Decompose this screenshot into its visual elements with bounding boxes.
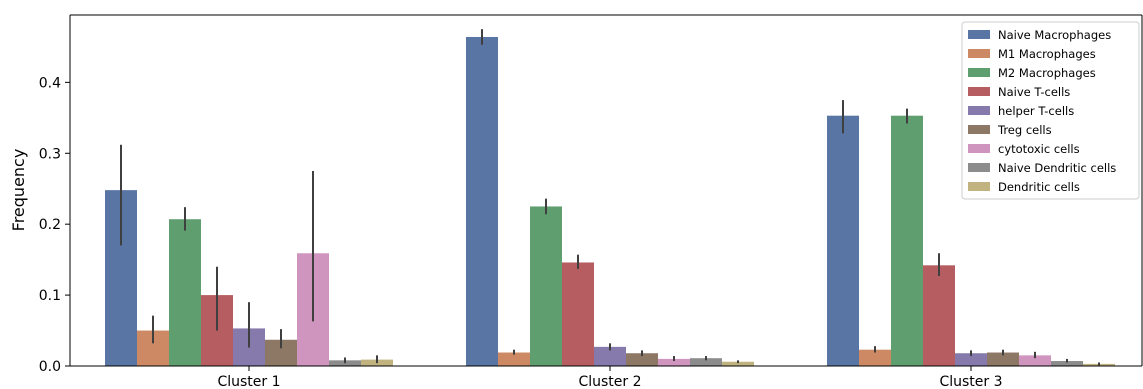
legend-label: Naive T-cells <box>998 85 1070 99</box>
legend-label: Treg cells <box>997 123 1052 137</box>
legend-swatch <box>968 182 990 191</box>
legend-label: cytotoxic cells <box>998 142 1080 156</box>
y-tick-label: 0.4 <box>39 75 61 91</box>
bar <box>530 206 562 366</box>
x-tick-label: Cluster 1 <box>217 374 280 389</box>
legend-label: Dendritic cells <box>998 180 1080 194</box>
bar <box>466 36 498 367</box>
legend-box <box>961 21 1140 200</box>
bar <box>498 352 530 366</box>
bar <box>827 115 859 366</box>
x-ticks: Cluster 1 Cluster 2 Cluster 3 <box>217 366 1003 389</box>
y-tick-label: 0.0 <box>39 359 61 375</box>
y-ticks: 0.0 0.1 0.2 0.3 0.4 <box>39 75 70 375</box>
bar <box>859 349 891 366</box>
bar <box>690 358 722 366</box>
bars-layer <box>105 36 1115 367</box>
legend-label: helper T-cells <box>998 104 1074 118</box>
y-tick-label: 0.1 <box>39 288 61 304</box>
legend-label: M1 Macrophages <box>998 47 1096 61</box>
x-tick-label: Cluster 3 <box>939 374 1002 389</box>
bar <box>891 115 923 366</box>
x-tick-label: Cluster 2 <box>578 374 641 389</box>
legend-swatch <box>968 30 990 39</box>
bar <box>169 219 201 366</box>
legend-swatch <box>968 49 990 58</box>
legend-label: Naive Dendritic cells <box>998 161 1116 175</box>
bar <box>987 352 1019 366</box>
y-tick-label: 0.3 <box>39 146 61 162</box>
bar <box>923 265 955 366</box>
legend-swatch <box>968 68 990 77</box>
bar <box>1019 355 1051 366</box>
bar <box>955 353 987 366</box>
legend-swatch <box>968 87 990 96</box>
bar <box>562 262 594 366</box>
y-axis-label: Frequency <box>9 149 28 232</box>
y-tick-label: 0.2 <box>39 217 61 233</box>
error-bars-layer <box>120 29 1100 366</box>
bar <box>658 358 690 366</box>
legend-label: M2 Macrophages <box>998 66 1096 80</box>
bar <box>626 353 658 366</box>
bar <box>1051 361 1083 366</box>
bar <box>722 361 754 366</box>
legend: Naive Macrophages M1 Macrophages M2 Macrop… <box>961 21 1140 200</box>
legend-swatch <box>968 106 990 115</box>
legend-swatch <box>968 163 990 172</box>
legend-swatch <box>968 144 990 153</box>
legend-swatch <box>968 125 990 134</box>
bar <box>594 346 626 366</box>
legend-label: Naive Macrophages <box>998 28 1111 42</box>
